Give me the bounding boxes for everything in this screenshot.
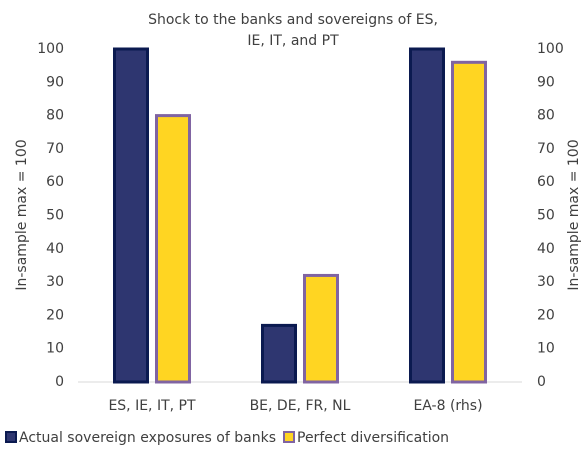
y2-tick-label: 90 [537,74,555,90]
y-tick-label: 50 [46,208,64,224]
y2-tick-label: 100 [537,41,564,57]
legend-swatch [283,431,295,443]
x-tick-label: ES, IE, IT, PT [108,398,196,414]
legend-label: Actual sovereign exposures of banks [19,430,276,446]
legend-swatch [5,431,17,443]
x-tick-label: BE, DE, FR, NL [250,398,351,414]
x-tick-label: EA-8 (rhs) [413,398,482,414]
y-tick-label: 70 [46,141,64,157]
y2-tick-label: 20 [537,307,555,323]
y-tick-label: 30 [46,274,64,290]
bar [409,47,445,384]
y2-tick-label: 30 [537,274,555,290]
y2-tick-label: 80 [537,108,555,124]
y2-tick-label: 10 [537,341,555,357]
y2-tick-label: 60 [537,174,555,190]
y-tick-label: 0 [55,374,64,390]
y-tick-label: 60 [46,174,64,190]
chart-title: Shock to the banks and sovereigns of ES,… [148,12,438,49]
bar [155,114,191,384]
legend-label: Perfect diversification [297,430,449,446]
y-tick-label: 20 [46,307,64,323]
bar [261,323,297,384]
y2-tick-label: 50 [537,208,555,224]
y2-tick-label: 70 [537,141,555,157]
bar [451,60,487,384]
y2-axis-label: In-sample max = 100 [566,139,582,290]
bar [113,47,149,384]
y-tick-label: 80 [46,108,64,124]
y-tick-label: 10 [46,341,64,357]
bar [303,273,339,384]
y2-tick-label: 0 [537,374,546,390]
y-axis-label: In-sample max = 100 [14,139,30,290]
y-tick-label: 40 [46,241,64,257]
y2-tick-label: 40 [537,241,555,257]
y-tick-label: 90 [46,74,64,90]
y-tick-label: 100 [37,41,64,57]
